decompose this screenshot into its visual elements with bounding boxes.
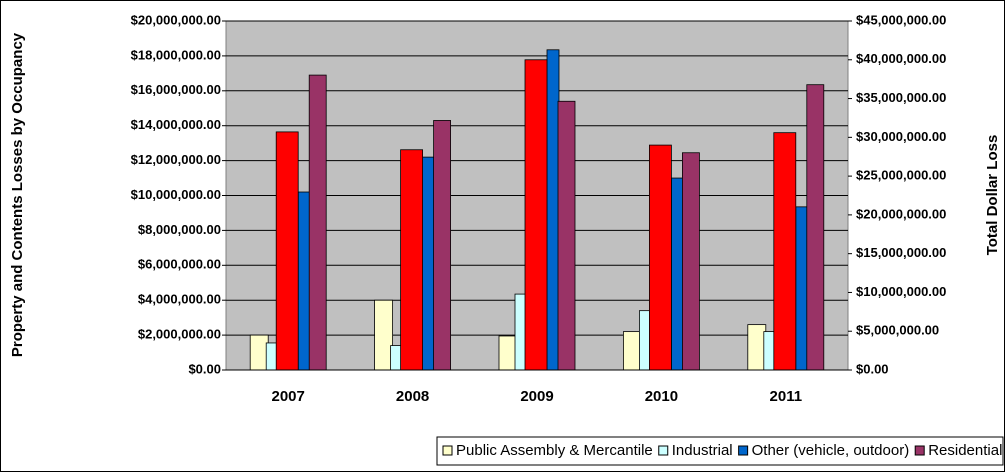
bar [249, 334, 269, 371]
x-tick-label: 2009 [520, 388, 553, 405]
y2-tick-label: $20,000,000.00 [856, 206, 946, 221]
bar [773, 132, 797, 371]
bar [623, 331, 642, 371]
bar [400, 149, 424, 371]
y-tick-label: $12,000,000.00 [131, 152, 221, 167]
bar [795, 206, 809, 371]
bar [649, 144, 672, 371]
y-tick-label: $20,000,000.00 [131, 12, 221, 27]
y-tick-label: $10,000,000.00 [131, 187, 221, 202]
bar [422, 156, 436, 371]
bar [671, 177, 684, 371]
bar [308, 74, 327, 371]
legend-swatch [738, 445, 749, 456]
legend-label: Public Assembly & Mercantile [456, 442, 653, 459]
y-tick-label: $14,000,000.00 [131, 117, 221, 132]
y-tick-label: $2,000,000.00 [138, 327, 221, 342]
legend: Public Assembly & Mercantile Industrial Ot… [436, 436, 1004, 466]
y2-tick-label: $40,000,000.00 [856, 51, 946, 66]
legend-swatch [442, 445, 453, 456]
y-tick-label: $8,000,000.00 [138, 222, 221, 237]
y-axis-title: Property and Contents Losses by Occupanc… [9, 32, 26, 357]
y2-tick-label: $15,000,000.00 [856, 245, 946, 260]
bar [557, 100, 576, 371]
bar [275, 131, 299, 371]
y2-tick-label: $5,000,000.00 [856, 323, 939, 338]
y2-tick-label: $35,000,000.00 [856, 90, 946, 105]
y2-tick-label: $45,000,000.00 [856, 12, 946, 27]
y-tick-label: $6,000,000.00 [138, 257, 221, 272]
legend-box [436, 436, 1004, 466]
legend-label: Residential [928, 442, 1002, 459]
legend-label: Other (vehicle, outdoor) [752, 442, 910, 459]
bar [546, 49, 560, 371]
y-tick-label: $0.00 [188, 361, 221, 376]
bar [297, 191, 311, 371]
y2-tick-label: $25,000,000.00 [856, 168, 946, 183]
bar [524, 59, 548, 371]
x-tick-label: 2008 [396, 388, 429, 405]
plot [225, 20, 849, 371]
legend-label: Industrial [672, 442, 733, 459]
bar [498, 335, 518, 371]
bar [374, 299, 394, 371]
x-tick-label: 2011 [770, 388, 803, 405]
legend-swatch [914, 445, 925, 456]
y2-tick-label: $10,000,000.00 [856, 284, 946, 299]
y-tick-label: $18,000,000.00 [131, 47, 221, 62]
y-tick-label: $16,000,000.00 [131, 82, 221, 97]
y2-axis-title: Total Dollar Loss [984, 135, 1001, 256]
y2-tick-label: $0.00 [856, 361, 889, 376]
legend-swatch [658, 445, 669, 456]
bar [747, 324, 767, 371]
x-tick-label: 2010 [645, 388, 678, 405]
y2-tick-label: $30,000,000.00 [856, 129, 946, 144]
x-tick-label: 2007 [272, 388, 305, 405]
bar [433, 120, 452, 371]
y-tick-label: $4,000,000.00 [138, 292, 221, 307]
bar [682, 152, 700, 371]
bar [806, 84, 825, 371]
